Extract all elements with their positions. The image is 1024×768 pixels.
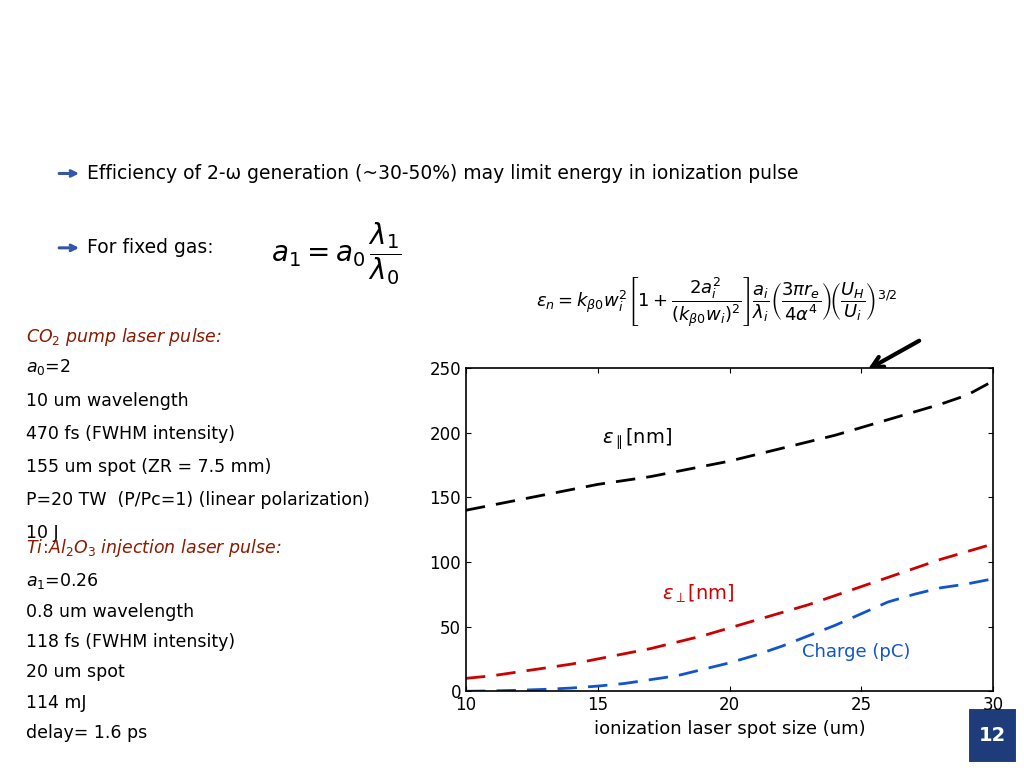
Text: 12: 12 [979, 726, 1006, 745]
Text: $\mathit{Ti\!:\!Al_2O_3}$ $\mathit{injection}$ $\mathit{laser}$ $\mathit{pulse}$: $\mathit{Ti\!:\!Al_2O_3}$ $\mathit{injec… [26, 538, 281, 559]
Text: 10 um wavelength: 10 um wavelength [26, 392, 188, 409]
Text: ATAP: ATAP [761, 725, 826, 749]
Text: 470 fs (FWHM intensity): 470 fs (FWHM intensity) [26, 425, 234, 443]
Text: Efficiency of 2-ω generation (~30-50%) may limit energy in ionization pulse: Efficiency of 2-ω generation (~30-50%) m… [87, 164, 799, 183]
Text: 155 um spot (ZR = 7.5 mm): 155 um spot (ZR = 7.5 mm) [26, 458, 271, 476]
Text: delay= 1.6 ps: delay= 1.6 ps [26, 724, 146, 742]
Text: 114 mJ: 114 mJ [26, 694, 86, 712]
Text: APPLIED PHYSICS DIVISION: APPLIED PHYSICS DIVISION [585, 745, 706, 754]
Text: For fixed gas:: For fixed gas: [87, 238, 225, 257]
Text: $a_0$=2: $a_0$=2 [26, 357, 71, 377]
Text: larger emittance in laser-polarization plane: larger emittance in laser-polarization p… [119, 82, 905, 114]
Text: ACCELERATOR TECHNOLOGY &: ACCELERATOR TECHNOLOGY & [575, 721, 715, 730]
Text: ENERGY: ENERGY [95, 738, 171, 756]
Text: $\epsilon_{\parallel}[\mathrm{nm}]$: $\epsilon_{\parallel}[\mathrm{nm}]$ [602, 426, 673, 452]
Text: Charge (pC): Charge (pC) [802, 644, 910, 661]
Text: 118 fs (FWHM intensity): 118 fs (FWHM intensity) [26, 633, 234, 651]
Text: BERKELEY LAB: BERKELEY LAB [0, 731, 53, 740]
Text: Office of: Office of [210, 723, 251, 733]
Text: Science: Science [212, 743, 249, 753]
Text: $\epsilon_{\perp}[\mathrm{nm}]$: $\epsilon_{\perp}[\mathrm{nm}]$ [662, 583, 734, 605]
Text: $\epsilon_n = k_{\beta 0} w_i^2 \left[1 + \dfrac{2a_i^2}{(k_{\beta 0} w_i)^2}\ri: $\epsilon_n = k_{\beta 0} w_i^2 \left[1 … [536, 276, 898, 329]
Text: Performance using 0.8-micron ionization pulse:: Performance using 0.8-micron ionization … [84, 26, 940, 58]
Text: $\mathit{CO_2}$ $\mathit{pump}$ $\mathit{laser}$ $\mathit{pulse}$:: $\mathit{CO_2}$ $\mathit{pump}$ $\mathit… [26, 326, 221, 348]
Text: P=20 TW  (P/Pc=1) (linear polarization): P=20 TW (P/Pc=1) (linear polarization) [26, 492, 370, 509]
FancyBboxPatch shape [968, 708, 1017, 763]
Text: U.S. DEPARTMENT OF: U.S. DEPARTMENT OF [92, 721, 174, 730]
X-axis label: ionization laser spot size (um): ionization laser spot size (um) [594, 720, 865, 738]
Text: 10 J: 10 J [26, 525, 58, 542]
Text: 20 um spot: 20 um spot [26, 664, 124, 681]
Text: $a_1$=0.26: $a_1$=0.26 [26, 571, 97, 591]
Text: 0.8 um wavelength: 0.8 um wavelength [26, 603, 194, 621]
Text: $a_1 = a_0\,\dfrac{\lambda_1}{\lambda_0}$: $a_1 = a_0\,\dfrac{\lambda_1}{\lambda_0}… [271, 220, 401, 286]
